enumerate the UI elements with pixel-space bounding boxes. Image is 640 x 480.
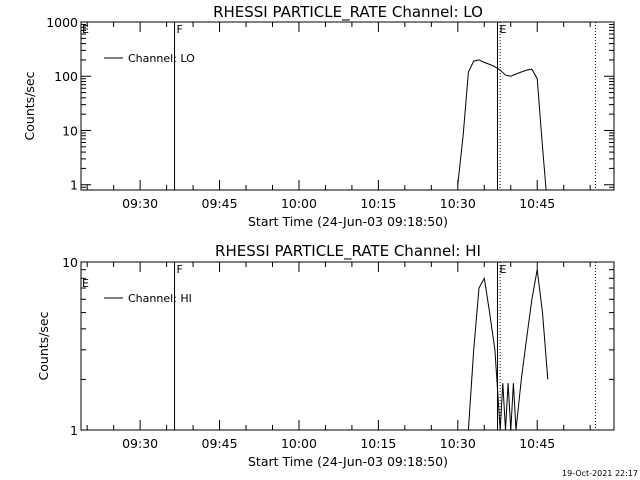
x-tick-label: 09:45 (202, 436, 238, 451)
x-tick-label: 09:45 (202, 196, 238, 211)
event-marker-label: F (177, 263, 183, 276)
y-tick-label: 100 (54, 69, 78, 84)
panel-lo: RHESSI PARTICLE_RATE Channel: LO 1101001… (22, 3, 615, 229)
event-marker-label: E (500, 263, 507, 276)
y-tick-label: 10 (62, 255, 78, 270)
x-tick-label: 10:15 (360, 436, 396, 451)
y-tick-label: 10 (62, 123, 78, 138)
x-tick-label: 09:30 (122, 196, 158, 211)
plot-frame-lo (80, 21, 615, 191)
legend-label-hi: Channel: HI (128, 292, 192, 305)
series-line-hi (467, 269, 549, 431)
generation-timestamp: 19-Oct-2021 22:17 (562, 469, 638, 478)
y-tick-label: 1 (70, 178, 78, 193)
y-axis-ticks-hi: 1 10 (62, 255, 614, 438)
x-tick-label: 10:30 (440, 436, 476, 451)
edge-flag-hi: E (82, 277, 89, 290)
plot-frame-hi (80, 261, 615, 431)
x-tick-label: 10:45 (519, 196, 555, 211)
panel-hi: RHESSI PARTICLE_RATE Channel: HI 1 10 09:… (36, 242, 615, 469)
legend-label-lo: Channel: LO (128, 52, 195, 65)
x-axis-label-lo: Start Time (24-Jun-03 09:18:50) (248, 214, 448, 229)
y-axis-ticks-lo: 1 10 100 1000 (46, 15, 614, 193)
x-axis-ticks-lo: 09:30 09:45 10:00 10:15 10:30 10:45 (86, 22, 591, 211)
event-marker-label: E (500, 23, 507, 36)
x-tick-label: 10:00 (281, 196, 317, 211)
y-tick-label: 1000 (46, 15, 78, 30)
x-tick-label: 10:00 (281, 436, 317, 451)
y-axis-label-lo: Counts/sec (22, 71, 37, 140)
x-axis-label-hi: Start Time (24-Jun-03 09:18:50) (248, 454, 448, 469)
series-line-lo (457, 59, 547, 191)
edge-flag-lo: E (82, 23, 89, 36)
x-axis-ticks-hi: 09:30 09:45 10:00 10:15 10:30 10:45 (86, 262, 591, 451)
x-tick-label: 10:45 (519, 436, 555, 451)
x-tick-label: 10:30 (440, 196, 476, 211)
y-axis-label-hi: Counts/sec (36, 311, 51, 380)
x-tick-label: 10:15 (360, 196, 396, 211)
chart-title-lo: RHESSI PARTICLE_RATE Channel: LO (213, 3, 483, 22)
chart-title-hi: RHESSI PARTICLE_RATE Channel: HI (215, 242, 481, 261)
y-tick-label: 1 (70, 423, 78, 438)
x-tick-label: 09:30 (122, 436, 158, 451)
event-marker-label: F (177, 23, 183, 36)
